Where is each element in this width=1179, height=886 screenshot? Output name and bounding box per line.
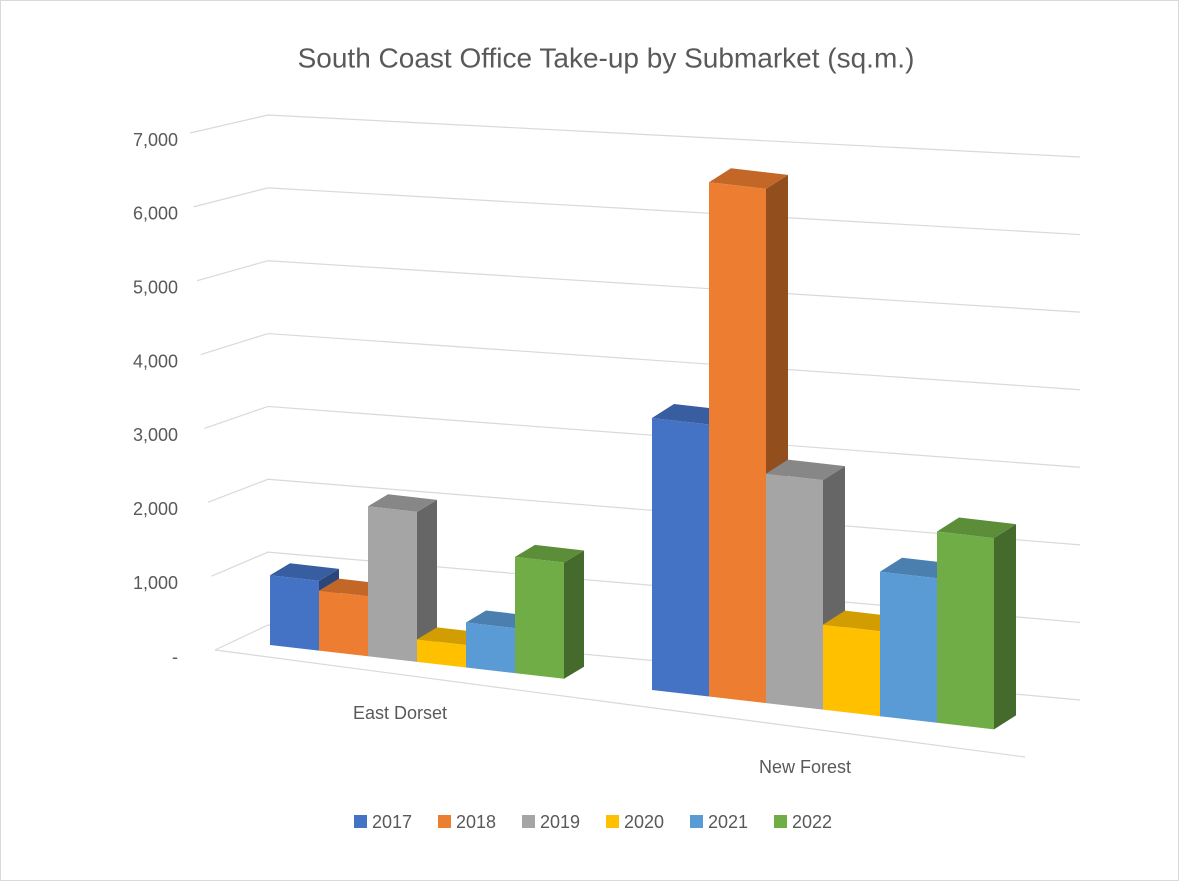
legend-swatch (606, 815, 619, 828)
bar-side (564, 550, 584, 679)
grid-line (200, 332, 1081, 391)
bar-side (417, 499, 437, 662)
bar-front (766, 473, 823, 710)
legend-label: 2018 (456, 812, 496, 832)
legend-label: 2022 (792, 812, 832, 832)
bar-front (270, 575, 319, 651)
legend-label: 2020 (624, 812, 664, 832)
legend-swatch (354, 815, 367, 828)
legend-swatch (522, 815, 535, 828)
bar-top (515, 544, 584, 563)
bar-top (368, 494, 437, 512)
grid-line (204, 405, 1081, 468)
legend-label: 2021 (708, 812, 748, 832)
floor-edge (214, 649, 1026, 758)
x-tick-label: East Dorset (353, 703, 447, 723)
bar-side (994, 524, 1016, 730)
y-tick-label: 2,000 (133, 499, 178, 519)
bar-front (880, 571, 937, 723)
grid-line (196, 260, 1081, 313)
chart-title: South Coast Office Take-up by Submarket … (298, 42, 915, 73)
bar-front (652, 418, 709, 697)
grid-line (193, 187, 1081, 236)
y-tick-label: 4,000 (133, 351, 178, 371)
y-tick-label: 3,000 (133, 425, 178, 445)
bar-front (319, 590, 368, 657)
legend-label: 2019 (540, 812, 580, 832)
bar-front (823, 624, 880, 717)
legend-label: 2017 (372, 812, 412, 832)
legend-swatch (774, 815, 787, 828)
y-tick-label: 6,000 (133, 204, 178, 224)
y-tick-label: 1,000 (133, 573, 178, 593)
y-tick-label: 7,000 (133, 130, 178, 150)
x-tick-label: New Forest (759, 757, 851, 777)
bar-front (515, 556, 564, 679)
bar-front (709, 182, 766, 704)
bar-front (466, 622, 515, 674)
bar-front (417, 639, 466, 668)
legend-swatch (690, 815, 703, 828)
bar-front (937, 531, 994, 730)
bar (937, 517, 1016, 730)
y-tick-label: - (172, 647, 178, 667)
bar-top (766, 459, 845, 481)
bar (515, 544, 584, 679)
bar-top (937, 517, 1016, 539)
bar-top (709, 168, 788, 189)
bar-top (270, 563, 339, 581)
legend-swatch (438, 815, 451, 828)
y-tick-label: 5,000 (133, 277, 178, 297)
bar (368, 494, 437, 662)
bar-front (368, 506, 417, 662)
grid-line (189, 114, 1081, 158)
